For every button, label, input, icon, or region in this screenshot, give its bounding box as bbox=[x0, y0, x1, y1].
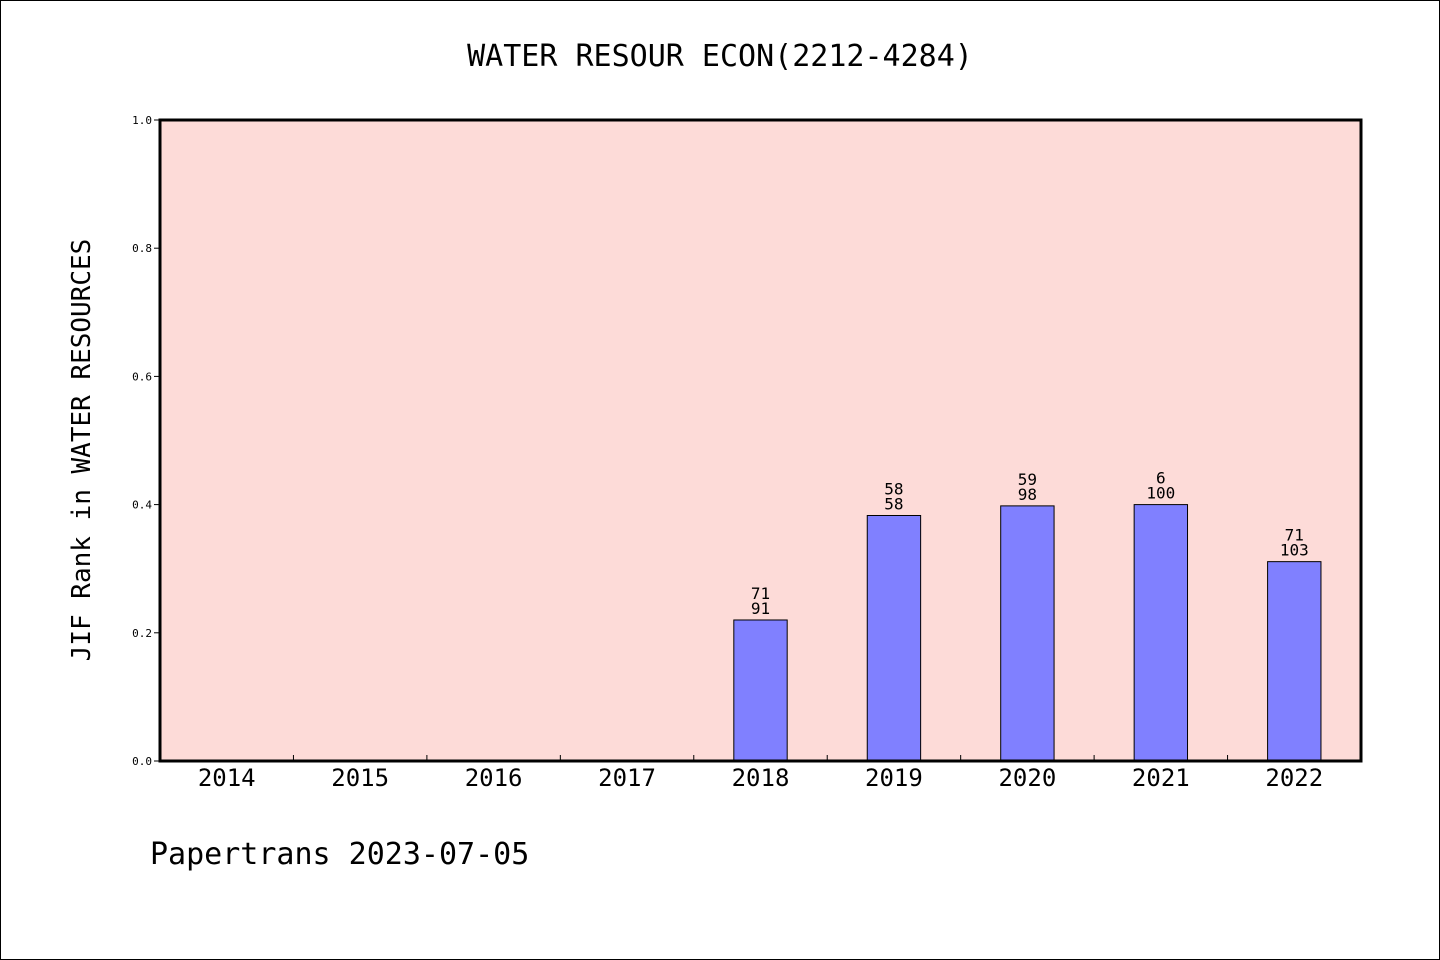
bar-rank-label: 58 bbox=[884, 479, 903, 498]
bar-rank-label: 71 bbox=[1285, 526, 1304, 545]
bar bbox=[733, 619, 788, 762]
x-tick-label: 2016 bbox=[465, 764, 523, 792]
plot-frame bbox=[158, 118, 1363, 763]
y-tick-label: 0.0 bbox=[132, 755, 152, 768]
bar bbox=[866, 514, 922, 762]
bar-total-label: 98 bbox=[1018, 485, 1037, 504]
x-axis-ticks: 2014 2015 2016 2017 2018 2019 2020 2021 2022 bbox=[198, 755, 1323, 792]
y-tick-label: 0.8 bbox=[132, 242, 152, 255]
chart-title: WATER RESOUR ECON(2212-4284) bbox=[467, 39, 973, 74]
bar-total-label: 103 bbox=[1280, 541, 1309, 560]
y-tick-label: 0.4 bbox=[132, 499, 152, 512]
bar-series bbox=[733, 504, 1322, 762]
bar bbox=[1133, 504, 1189, 762]
y-tick-label: 0.6 bbox=[132, 370, 152, 383]
x-tick-label: 2021 bbox=[1132, 764, 1190, 792]
bar-total-label: 100 bbox=[1146, 484, 1175, 503]
y-tick-label: 1.0 bbox=[132, 114, 152, 127]
x-tick-label: 2015 bbox=[331, 764, 389, 792]
bar bbox=[1267, 561, 1322, 762]
y-axis-ticks: 0.0 0.2 0.4 0.6 0.8 1.0 bbox=[132, 114, 160, 768]
x-tick-label: 2019 bbox=[865, 764, 923, 792]
bar-rank-label: 71 bbox=[751, 584, 770, 603]
x-tick-label: 2022 bbox=[1265, 764, 1323, 792]
x-tick-label: 2020 bbox=[998, 764, 1056, 792]
y-axis-label: JIF Rank in WATER RESOURCES bbox=[67, 239, 97, 662]
y-tick-label: 0.2 bbox=[132, 627, 152, 640]
footer-text: Papertrans 2023-07-05 bbox=[150, 837, 529, 872]
x-tick-label: 2018 bbox=[732, 764, 790, 792]
bar bbox=[1000, 505, 1055, 762]
x-tick-label: 2017 bbox=[598, 764, 656, 792]
bar-rank-label: 59 bbox=[1018, 470, 1037, 489]
x-tick-label: 2014 bbox=[198, 764, 256, 792]
bar-rank-label: 6 bbox=[1156, 469, 1166, 488]
bar-total-label: 91 bbox=[751, 599, 770, 618]
bar-total-label: 58 bbox=[884, 494, 903, 513]
